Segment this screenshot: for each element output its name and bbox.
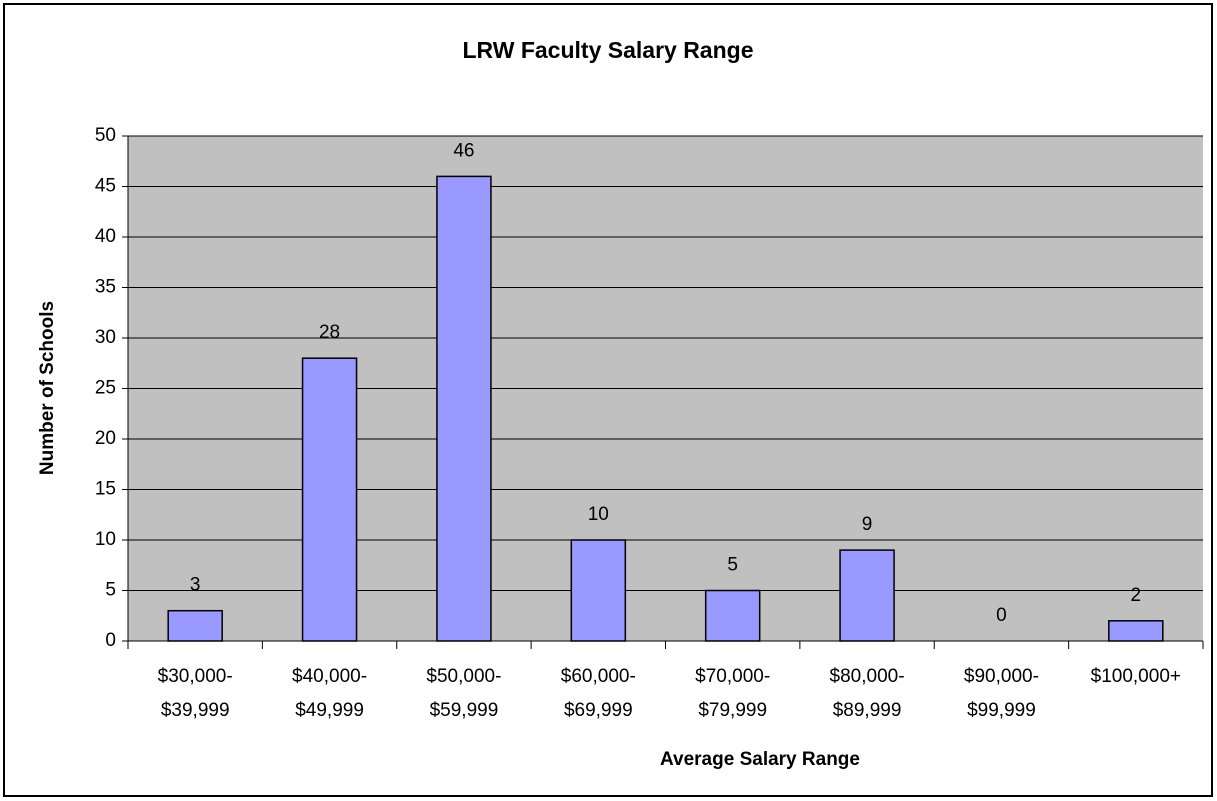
bar	[1108, 620, 1164, 642]
y-tick-label: 20	[95, 428, 116, 449]
data-label: 3	[190, 575, 201, 596]
data-label: 9	[862, 514, 873, 535]
data-label: 46	[453, 140, 474, 161]
x-tick-label: $99,999	[967, 700, 1036, 721]
y-tick-label: 40	[95, 226, 116, 247]
y-tick-label: 30	[95, 327, 116, 348]
x-tick-label: $40,000-	[292, 666, 367, 687]
y-tick-label: 45	[95, 176, 116, 197]
y-tick-label: 10	[95, 529, 116, 550]
y-tick-label: 50	[95, 125, 116, 146]
x-tick-label: $69,999	[564, 700, 633, 721]
bar	[436, 175, 492, 642]
x-tick-label: $50,000-	[426, 666, 501, 687]
x-tick-label: $60,000-	[561, 666, 636, 687]
data-label: 10	[588, 504, 609, 525]
bar	[570, 539, 627, 642]
x-tick-label: $100,000+	[1091, 666, 1181, 687]
bar	[301, 357, 358, 642]
chart-title: LRW Faculty Salary Range	[463, 37, 754, 63]
x-axis-title: Average Salary Range	[660, 749, 860, 770]
bar	[167, 609, 223, 642]
x-tick-label: $89,999	[833, 700, 902, 721]
x-tick-label: $49,999	[295, 700, 364, 721]
data-label: 0	[996, 605, 1007, 626]
x-tick-label: $80,000-	[830, 666, 905, 687]
x-tick-label: $79,999	[698, 700, 767, 721]
y-axis-title: Number of Schools	[37, 301, 58, 475]
bar	[839, 549, 895, 642]
x-tick-label: $90,000-	[964, 666, 1039, 687]
y-tick-label: 0	[105, 630, 116, 651]
x-tick-label: $30,000-	[158, 666, 233, 687]
bar	[704, 589, 761, 642]
data-label: 5	[727, 555, 738, 576]
y-tick-label: 25	[95, 378, 116, 399]
x-tick-label: $39,999	[161, 700, 230, 721]
data-label: 28	[319, 322, 340, 343]
y-tick-label: 15	[95, 479, 116, 500]
y-tick-label: 5	[105, 580, 116, 601]
x-tick-label: $59,999	[430, 700, 499, 721]
data-label: 2	[1131, 585, 1142, 606]
y-tick-label: 35	[95, 277, 116, 298]
x-tick-label: $70,000-	[695, 666, 770, 687]
